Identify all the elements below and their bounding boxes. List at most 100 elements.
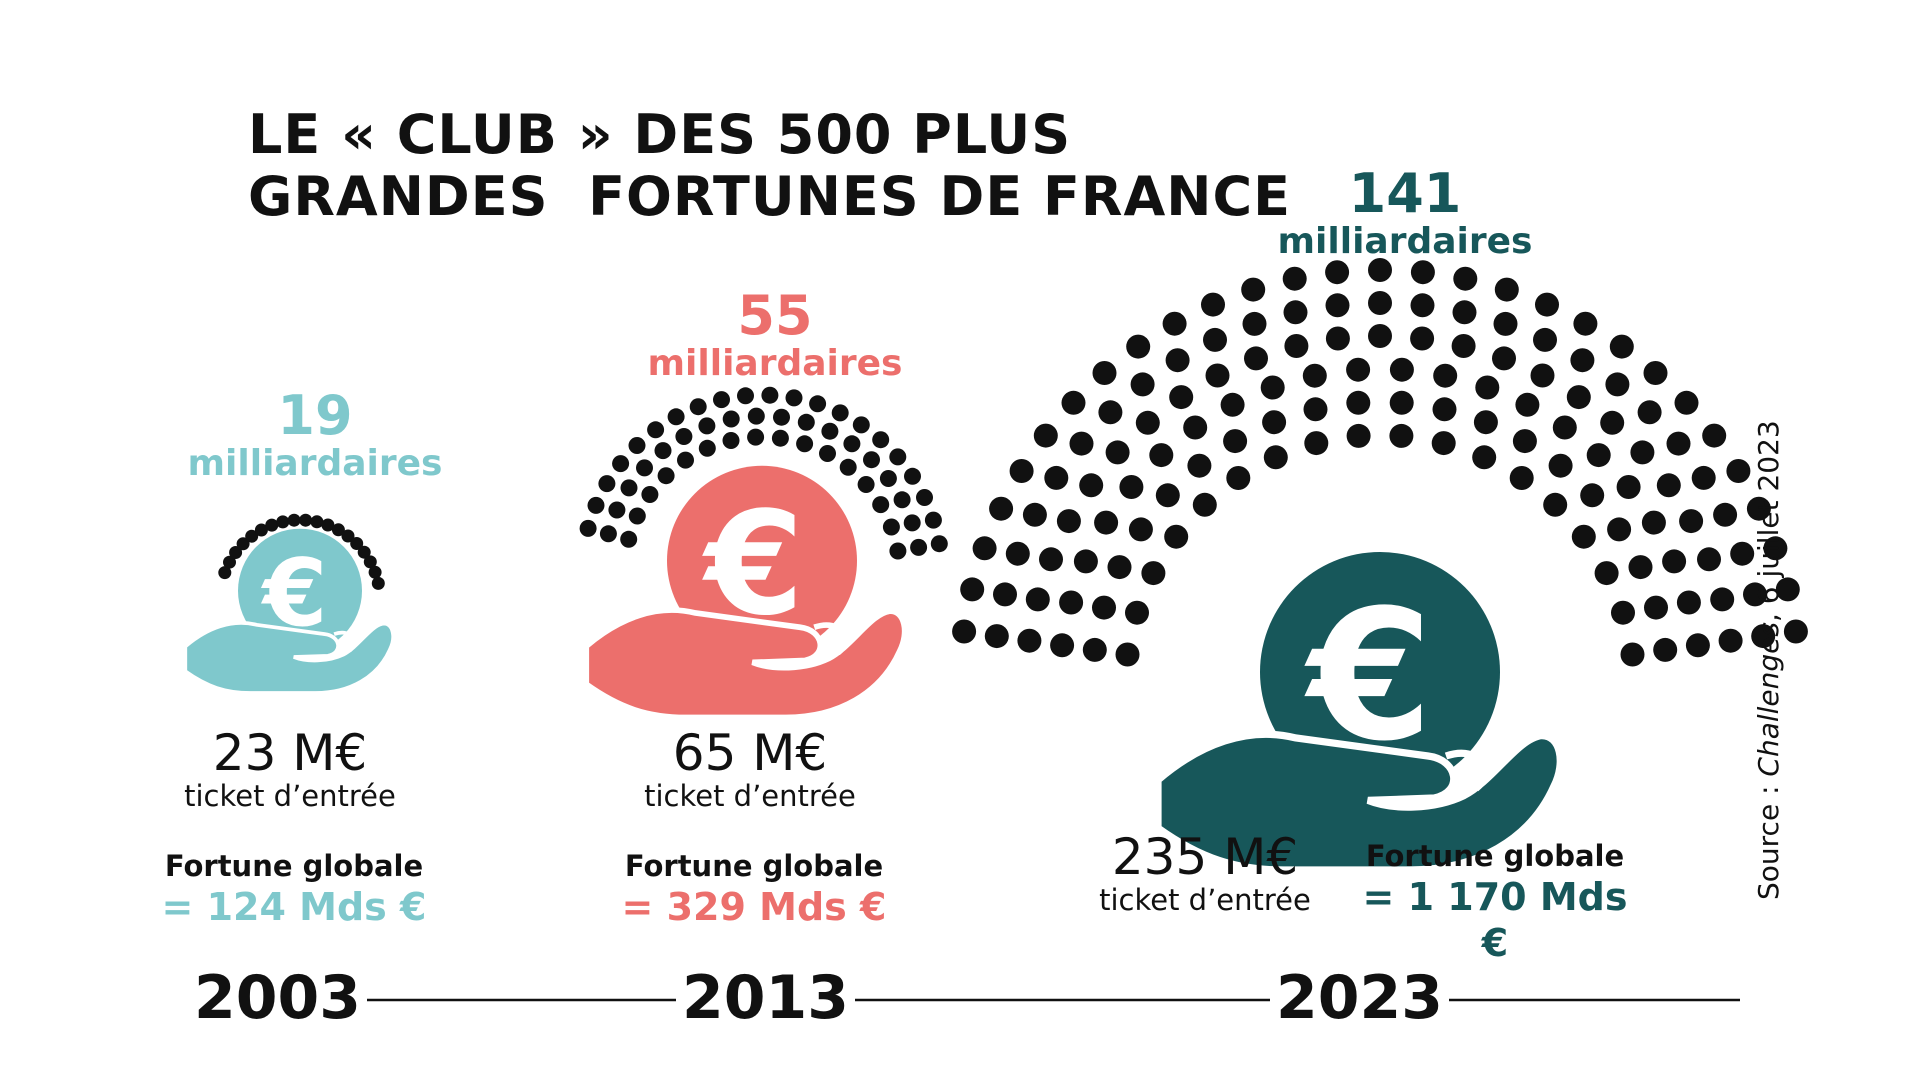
billionaire-dot — [1691, 465, 1716, 490]
fortune-value-2013: = 329 Mds € — [621, 885, 887, 929]
fortune-value-2023: = 1 170 Mds € — [1362, 875, 1628, 965]
billionaire-dot — [1644, 595, 1668, 620]
billionaire-dot — [1141, 561, 1166, 586]
billionaire-dot — [287, 513, 301, 527]
billionaire-dot — [299, 513, 313, 527]
count-label-2013: 55 milliardaires — [595, 288, 955, 384]
billionaire-dot — [819, 445, 836, 462]
billionaire-dot — [675, 428, 693, 445]
billionaire-dot — [972, 536, 997, 561]
billionaire-dot — [1005, 541, 1030, 566]
billionaire-dot — [1164, 524, 1189, 549]
billionaire-dot — [218, 566, 232, 580]
billionaire-dot — [1611, 600, 1635, 625]
billionaire-dot — [1346, 423, 1371, 448]
thumb-line — [333, 630, 356, 653]
billionaire-dot — [1530, 363, 1555, 388]
billionaire-dot — [1073, 549, 1098, 574]
count-label-2003: 19 milliardaires — [135, 388, 495, 484]
billionaire-dot — [1325, 293, 1350, 318]
billionaire-dot — [1641, 510, 1666, 535]
billionaire-dot — [722, 432, 740, 449]
billionaire-dot — [579, 519, 597, 537]
billionaire-dot — [1044, 465, 1069, 490]
billionaire-dot — [1674, 390, 1699, 415]
billionaire-dot — [1472, 445, 1497, 470]
billionaire-dot — [1242, 311, 1267, 336]
billionaire-dot — [1302, 363, 1327, 388]
billionaire-dot — [1061, 390, 1086, 415]
fortune-2023: Fortune globale = 1 170 Mds € — [1345, 838, 1645, 966]
billionaire-dot — [1201, 292, 1225, 317]
billionaire-dot — [797, 413, 815, 431]
billionaire-dot — [598, 475, 616, 493]
chart-title-line-2: GRANDES FORTUNES DE FRANCE — [248, 165, 1291, 228]
source-prefix: Source : — [1752, 776, 1785, 900]
billionaire-dot — [843, 435, 861, 453]
billionaire-dot — [1149, 443, 1174, 468]
billionaire-dot — [1432, 397, 1457, 422]
billionaire-dot — [1192, 492, 1217, 517]
billionaire-dot — [1548, 453, 1573, 478]
hand-shape — [583, 607, 908, 721]
billionaire-dot — [677, 451, 694, 469]
billionaire-dot — [713, 391, 730, 409]
billionaire-dot — [1628, 555, 1653, 580]
billionaire-dot — [1410, 326, 1435, 351]
billionaire-dot — [1203, 327, 1227, 352]
billionaire-dot — [1094, 510, 1119, 535]
billionaire-dot — [1025, 587, 1050, 612]
billionaire-dot — [599, 525, 617, 543]
billionaire-dot — [1452, 300, 1477, 325]
billionaire-dot — [1119, 475, 1144, 499]
billionaire-dot — [350, 537, 364, 550]
billionaire-dot — [1702, 423, 1727, 448]
billionaire-dot — [1570, 348, 1595, 373]
billionaire-dot — [1056, 509, 1081, 534]
billionaire-count-2023: 141 — [1348, 162, 1462, 225]
fortune-value-2003: = 124 Mds € — [161, 885, 427, 929]
billionaire-dot — [809, 395, 827, 413]
billionaire-dot — [1586, 443, 1611, 468]
billionaire-dot — [952, 619, 977, 644]
billionaire-dot — [1187, 453, 1212, 478]
thumb-line — [813, 622, 848, 656]
billionaire-dot — [1637, 400, 1662, 425]
coin-shape — [667, 465, 857, 656]
billionaire-dot — [1685, 633, 1710, 658]
billionaire-dot — [1473, 410, 1498, 435]
billionaire-dot — [1676, 590, 1701, 615]
billionaire-dot — [785, 389, 803, 407]
billionaire-dot — [1126, 334, 1151, 359]
billionaire-dot — [321, 518, 335, 532]
billionaire-dot — [1653, 637, 1678, 662]
billionaire-dot — [1165, 348, 1190, 373]
billionaire-unit-2013: milliardaires — [647, 343, 903, 384]
billionaire-dot — [1303, 397, 1328, 422]
year-label-2003: 2003 — [188, 966, 367, 1030]
source-date: , 6 juillet 2023 — [1752, 420, 1785, 623]
billionaire-dot — [331, 523, 345, 537]
billionaire-dot — [1069, 431, 1094, 456]
billionaire-dot — [1282, 266, 1307, 291]
billionaire-dot — [236, 537, 250, 551]
billionaire-unit-2003: milliardaires — [187, 443, 443, 484]
billionaire-dot — [989, 496, 1014, 521]
billionaire-dot — [1656, 473, 1681, 498]
billionaire-unit-2023: milliardaires — [1277, 221, 1533, 262]
billionaire-dot — [839, 458, 857, 476]
billionaire-dot — [1220, 392, 1245, 417]
billionaire-dot — [689, 398, 707, 416]
billionaire-dot — [620, 530, 638, 548]
billionaire-dot — [821, 422, 839, 440]
billionaire-dot — [1050, 633, 1075, 658]
billionaire-dot — [620, 479, 638, 497]
ticket-amount-2013: 65 M€ — [672, 724, 828, 782]
billionaire-dot — [1105, 440, 1130, 465]
billionaire-dot — [747, 428, 765, 446]
billionaire-dot — [1743, 582, 1767, 607]
billionaire-dot — [889, 448, 907, 466]
billionaire-dot — [368, 565, 382, 579]
